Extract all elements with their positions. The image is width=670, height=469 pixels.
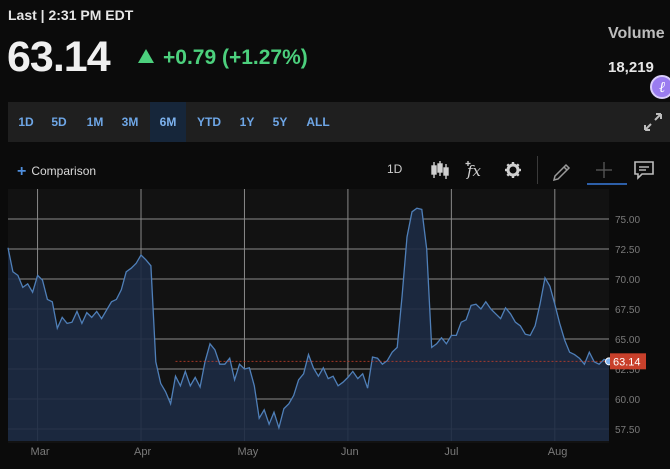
interval-selector[interactable]: 1D bbox=[387, 162, 403, 176]
x-tick-label: Jul bbox=[444, 446, 458, 458]
expand-fullscreen-icon[interactable] bbox=[642, 111, 664, 133]
x-tick-label: Mar bbox=[31, 446, 50, 458]
range-5y-button[interactable]: 5Y bbox=[272, 115, 288, 129]
price-chart-svg[interactable]: 57.50 60.00 62.50 65.00 67.50 70.00 72.50 75.00… bbox=[0, 189, 670, 469]
candlestick-icon[interactable] bbox=[429, 159, 451, 181]
price-change: +0.79 (+1.27%) bbox=[138, 46, 308, 70]
crosshair-icon[interactable] bbox=[593, 159, 615, 181]
volume-label: Volume bbox=[608, 25, 665, 42]
range-1d-button[interactable]: 1D bbox=[18, 115, 34, 129]
y-tick-label: 57.50 bbox=[615, 425, 640, 436]
y-tick-label: 72.50 bbox=[615, 245, 640, 256]
active-tool-indicator bbox=[587, 183, 627, 185]
range-6m-button[interactable]: 6M bbox=[150, 102, 186, 142]
price-area-fill bbox=[8, 208, 609, 441]
y-tick-label: 65.00 bbox=[615, 335, 640, 346]
last-trade-time: Last | 2:31 PM EDT bbox=[8, 7, 134, 23]
comparison-label: Comparison bbox=[31, 164, 97, 178]
range-5d-button[interactable]: 5D bbox=[51, 115, 67, 129]
x-tick-label: Aug bbox=[548, 446, 568, 458]
price-chart[interactable]: 57.50 60.00 62.50 65.00 67.50 70.00 72.50 75.00… bbox=[0, 189, 670, 469]
y-tick-label: 60.00 bbox=[615, 395, 640, 406]
range-ytd-button[interactable]: YTD bbox=[197, 115, 221, 129]
range-all-button[interactable]: ALL bbox=[306, 115, 330, 129]
plus-icon: + bbox=[17, 163, 27, 180]
y-tick-label: 70.00 bbox=[615, 275, 640, 286]
chart-toolbar: + Comparison 1D fx bbox=[0, 152, 670, 188]
y-tick-label: 67.50 bbox=[615, 305, 640, 316]
lens-assistant-icon[interactable]: ℓ bbox=[650, 75, 670, 99]
volume-value: 18,219 bbox=[608, 59, 654, 76]
draw-pencil-icon[interactable] bbox=[551, 159, 573, 181]
last-price-tag bbox=[610, 353, 646, 370]
time-range-bar: 1D 5D 1M 3M 6M YTD 1Y 5Y ALL bbox=[8, 102, 670, 142]
range-3m-button[interactable]: 3M bbox=[121, 115, 139, 129]
comment-icon[interactable] bbox=[633, 159, 655, 181]
last-price-tag-label: 63.14 bbox=[613, 356, 641, 368]
range-1y-button[interactable]: 1Y bbox=[239, 115, 255, 129]
toolbar-divider bbox=[537, 156, 538, 184]
y-tick-label: 75.00 bbox=[615, 215, 640, 226]
indicator-fx-icon[interactable]: fx bbox=[464, 159, 486, 181]
y-tick-label: 62.50 bbox=[615, 365, 640, 376]
up-arrow-icon bbox=[138, 49, 154, 63]
price-series-line bbox=[7, 207, 610, 431]
x-tick-label: Apr bbox=[134, 446, 151, 458]
x-tick-label: May bbox=[237, 446, 258, 458]
svg-text:fx: fx bbox=[466, 162, 482, 180]
quote-header: Last | 2:31 PM EDT 63.14 +0.79 (+1.27%) … bbox=[0, 0, 670, 100]
range-1m-button[interactable]: 1M bbox=[86, 115, 104, 129]
comparison-button[interactable]: + Comparison bbox=[17, 162, 96, 180]
price-change-value: +0.79 (+1.27%) bbox=[163, 46, 308, 69]
last-price: 63.14 bbox=[7, 33, 111, 81]
x-tick-label: Jun bbox=[341, 446, 359, 458]
settings-gear-icon[interactable] bbox=[502, 159, 524, 181]
